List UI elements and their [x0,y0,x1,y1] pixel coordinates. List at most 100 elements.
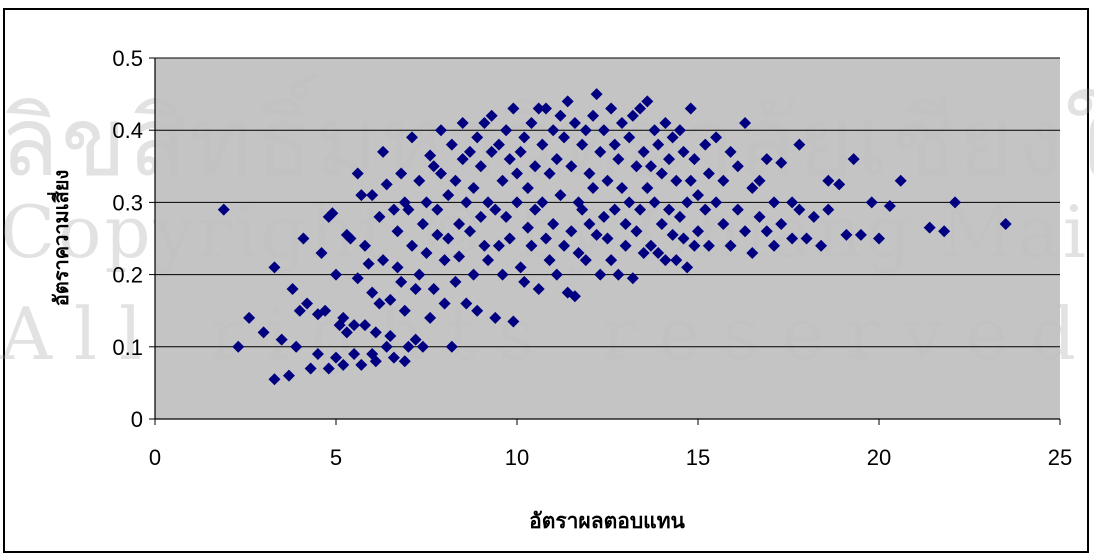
data-point [615,116,628,129]
data-point [637,246,650,259]
data-point [623,196,636,209]
data-point [572,246,585,259]
data-point [786,232,799,245]
data-point [293,304,306,317]
data-point [717,218,730,231]
data-point [460,297,473,310]
data-point [424,149,437,162]
data-point [257,326,270,339]
data-point [503,153,516,166]
data-point [608,203,621,216]
data-point [768,239,781,252]
data-point [565,160,578,173]
data-point [391,261,404,274]
data-point [445,340,458,353]
data-point [615,181,628,194]
data-point [402,340,415,353]
data-point [355,358,368,371]
data-point [427,283,440,296]
data-point [883,200,896,213]
data-point [626,272,639,285]
data-point [594,268,607,281]
data-point [670,174,683,187]
data-point [558,131,571,144]
data-point [659,116,672,129]
y-tick-label: 0.2 [112,263,143,288]
data-point [485,109,498,122]
data-point [590,88,603,101]
data-point [550,153,563,166]
axes [154,58,1060,420]
data-point [800,232,813,245]
data-point [286,283,299,296]
data-point [587,109,600,122]
data-point [395,167,408,180]
data-point [568,116,581,129]
data-point [420,196,433,209]
data-point [521,181,534,194]
data-point [529,160,542,173]
data-point [605,254,618,267]
data-point [406,239,419,252]
y-tick-label: 0.3 [112,190,143,215]
data-point [471,304,484,317]
data-point [290,340,303,353]
x-tick-labels: 0 5 10 15 20 25 [149,419,1072,470]
y-tick-label: 0 [131,407,143,432]
data-point [492,239,505,252]
data-point [746,246,759,259]
data-point [380,340,393,353]
data-point [786,196,799,209]
data-point [467,268,480,281]
data-point [366,286,379,299]
data-point [699,138,712,151]
data-point [275,333,288,346]
data-point [623,131,636,144]
data-point [710,196,723,209]
data-point [949,196,962,209]
data-point [670,254,683,267]
data-point [644,160,657,173]
data-point [652,138,665,151]
data-point [597,124,610,137]
data-point [612,153,625,166]
data-point [297,232,310,245]
data-point [583,218,596,231]
data-point [478,116,491,129]
data-point [731,203,744,216]
data-point [692,189,704,202]
data-point [369,326,382,339]
data-point [648,196,661,209]
data-point [358,319,371,332]
data-point [717,174,730,187]
data-point [463,145,476,158]
x-tick-label: 20 [867,445,891,470]
data-point [938,225,951,238]
data-point [413,268,426,281]
data-point [739,116,752,129]
data-point [594,145,607,158]
data-point [511,196,523,209]
data-point [311,348,324,361]
data-point [554,189,567,202]
data-point [699,203,712,216]
data-point [529,203,542,216]
x-tick-label: 15 [686,445,710,470]
x-tick-label: 10 [505,445,529,470]
data-point [587,181,600,194]
data-point [539,232,552,245]
data-point [641,95,654,108]
data-point [424,311,437,324]
data-point [561,95,574,108]
data-point [539,102,552,115]
data-point [923,221,936,234]
data-point [373,297,386,310]
data-point [710,131,723,144]
data-point [677,145,690,158]
y-axis-title: อัตราความเสี่ยง [46,170,73,307]
data-point [409,333,422,346]
data-point [268,261,281,274]
data-point [576,203,589,216]
data-point [532,283,545,296]
data-point [775,156,788,169]
